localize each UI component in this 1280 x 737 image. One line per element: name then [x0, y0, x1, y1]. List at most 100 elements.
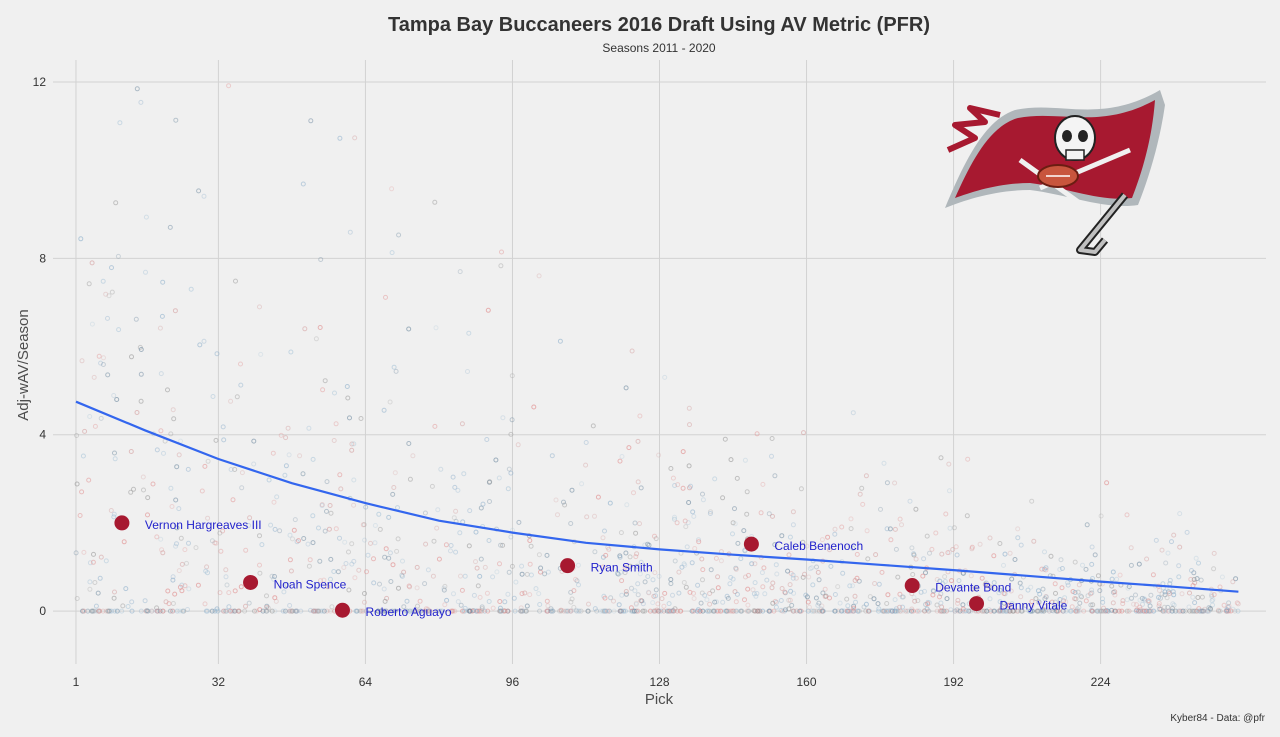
background-point: [1211, 550, 1217, 556]
background-point: [522, 608, 528, 614]
background-point: [160, 608, 166, 614]
background-point: [715, 574, 721, 580]
background-point: [1117, 608, 1123, 614]
background-point: [662, 374, 668, 380]
background-point: [199, 488, 205, 494]
background-point: [430, 573, 436, 579]
background-point: [173, 497, 179, 503]
background-point: [741, 528, 747, 534]
background-point: [590, 423, 596, 429]
background-point: [209, 608, 215, 614]
background-point: [900, 604, 905, 610]
background-point: [742, 597, 747, 603]
background-point: [1068, 608, 1074, 614]
background-point: [938, 455, 944, 461]
background-point: [1190, 594, 1196, 600]
background-point: [603, 608, 608, 614]
background-point: [969, 544, 975, 550]
background-point: [786, 597, 792, 603]
background-point: [497, 561, 502, 567]
background-point: [176, 452, 182, 458]
background-point: [214, 351, 220, 357]
background-point: [383, 608, 389, 614]
background-point: [569, 487, 575, 493]
background-point: [766, 511, 772, 517]
background-point: [1012, 557, 1018, 562]
background-point: [159, 313, 165, 319]
background-point: [305, 541, 311, 547]
background-point: [425, 567, 431, 573]
chart-title: Tampa Bay Buccaneers 2016 Draft Using AV…: [388, 14, 930, 36]
background-point: [611, 598, 616, 604]
background-point: [1046, 608, 1052, 614]
background-point: [1029, 599, 1035, 604]
background-point: [646, 542, 652, 548]
background-point: [399, 573, 405, 579]
background-point: [1120, 598, 1126, 604]
background-point: [850, 583, 855, 589]
background-point: [567, 608, 573, 614]
background-point: [297, 453, 303, 459]
background-point: [81, 608, 87, 614]
background-point: [606, 546, 612, 552]
background-point: [458, 573, 463, 579]
background-point: [212, 540, 218, 546]
background-point: [287, 608, 293, 614]
background-point: [844, 608, 850, 614]
background-point: [545, 603, 551, 609]
player-label: Noah Spence: [274, 577, 347, 591]
player-point: [969, 596, 985, 612]
background-point: [1188, 576, 1194, 582]
background-point: [476, 608, 482, 614]
background-point: [332, 390, 337, 396]
background-point: [195, 582, 201, 588]
background-point: [1085, 593, 1091, 599]
background-point: [1089, 587, 1095, 593]
background-point: [1112, 592, 1118, 598]
background-point: [185, 466, 191, 472]
background-point: [909, 606, 915, 612]
background-point: [769, 436, 775, 441]
background-point: [1083, 598, 1089, 604]
background-point: [832, 531, 838, 537]
background-point: [1065, 580, 1071, 586]
background-point: [220, 528, 226, 534]
background-point: [161, 450, 166, 456]
background-point: [180, 608, 186, 614]
background-point: [884, 480, 890, 486]
player-label: Danny Vitale: [1000, 599, 1068, 613]
background-point: [233, 278, 238, 284]
background-point: [653, 587, 659, 593]
background-point: [1043, 594, 1049, 600]
background-point: [453, 508, 459, 514]
background-point: [940, 581, 946, 587]
background-point: [203, 568, 209, 574]
background-point: [81, 549, 87, 555]
background-point: [549, 608, 555, 614]
background-point: [561, 608, 567, 614]
background-point: [764, 577, 770, 583]
background-point: [608, 595, 614, 601]
background-point: [129, 599, 135, 605]
background-point: [637, 521, 642, 527]
background-point: [1090, 602, 1096, 608]
background-point: [1043, 565, 1049, 571]
background-point: [115, 253, 121, 259]
background-point: [1196, 560, 1201, 566]
player-point: [743, 536, 759, 552]
background-point: [300, 181, 306, 187]
background-point: [960, 608, 966, 614]
background-point: [1191, 570, 1197, 576]
background-point: [376, 511, 382, 517]
background-point: [242, 608, 248, 614]
background-point: [788, 588, 794, 594]
background-point: [1048, 553, 1054, 559]
background-point: [1000, 608, 1006, 614]
background-point: [473, 529, 479, 535]
background-point: [952, 608, 958, 614]
background-point: [786, 552, 792, 558]
background-point: [1156, 601, 1162, 606]
background-point: [860, 501, 866, 507]
background-point: [479, 606, 485, 612]
background-point: [95, 608, 101, 614]
